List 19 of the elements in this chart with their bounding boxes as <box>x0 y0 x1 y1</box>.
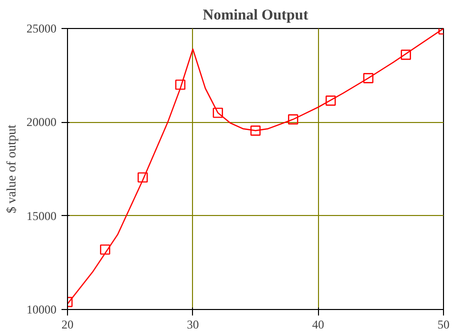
y-tick-label: 10000 <box>26 302 56 316</box>
point <box>138 172 148 183</box>
y-tick-label: 20000 <box>26 115 56 130</box>
point <box>100 244 110 255</box>
chart-title: Nominal Output <box>202 8 308 24</box>
point <box>400 50 411 60</box>
x-tick-label: 30 <box>186 318 199 331</box>
y-tick-label: 15000 <box>26 208 56 223</box>
x-tick-label: 20 <box>62 318 74 331</box>
point <box>175 80 186 90</box>
point <box>363 73 374 84</box>
point <box>212 108 223 118</box>
y-axis-title: $ value of output <box>4 124 18 214</box>
x-tick-label: 50 <box>438 318 450 331</box>
point <box>326 96 336 106</box>
point <box>288 114 298 124</box>
y-tick-label: 25000 <box>26 22 56 36</box>
point <box>250 125 261 136</box>
x-tick-label: 40 <box>312 318 324 331</box>
